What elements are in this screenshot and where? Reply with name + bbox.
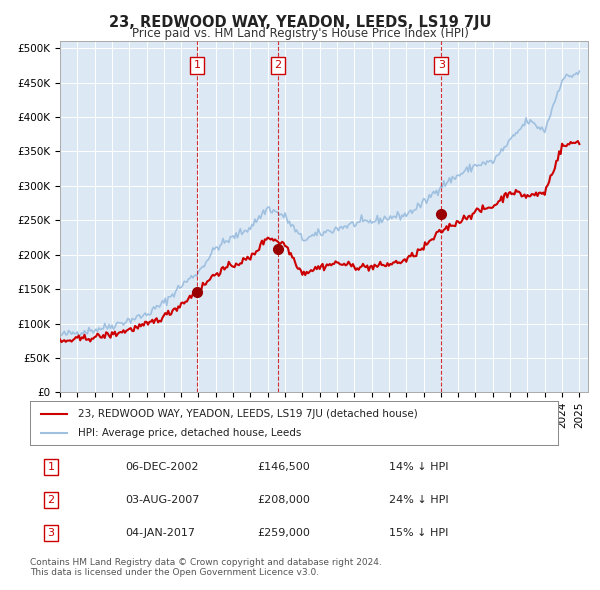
Text: 06-DEC-2002: 06-DEC-2002 [125, 462, 199, 472]
Text: 24% ↓ HPI: 24% ↓ HPI [389, 495, 449, 505]
Text: 2: 2 [274, 60, 281, 70]
Text: 23, REDWOOD WAY, YEADON, LEEDS, LS19 7JU: 23, REDWOOD WAY, YEADON, LEEDS, LS19 7JU [109, 15, 491, 30]
Text: 23, REDWOOD WAY, YEADON, LEEDS, LS19 7JU (detached house): 23, REDWOOD WAY, YEADON, LEEDS, LS19 7JU… [77, 409, 417, 418]
Text: 1: 1 [194, 60, 200, 70]
Text: 3: 3 [47, 528, 55, 538]
Text: 1: 1 [47, 462, 55, 472]
Text: 2: 2 [47, 495, 55, 505]
Text: HPI: Average price, detached house, Leeds: HPI: Average price, detached house, Leed… [77, 428, 301, 438]
Text: 3: 3 [437, 60, 445, 70]
Text: 14% ↓ HPI: 14% ↓ HPI [389, 462, 449, 472]
Text: 04-JAN-2017: 04-JAN-2017 [125, 528, 195, 538]
Text: 03-AUG-2007: 03-AUG-2007 [125, 495, 199, 505]
Text: £208,000: £208,000 [257, 495, 310, 505]
Text: £146,500: £146,500 [257, 462, 310, 472]
Text: Price paid vs. HM Land Registry's House Price Index (HPI): Price paid vs. HM Land Registry's House … [131, 27, 469, 40]
Text: 15% ↓ HPI: 15% ↓ HPI [389, 528, 448, 538]
Text: Contains HM Land Registry data © Crown copyright and database right 2024.
This d: Contains HM Land Registry data © Crown c… [30, 558, 382, 577]
Text: £259,000: £259,000 [257, 528, 310, 538]
